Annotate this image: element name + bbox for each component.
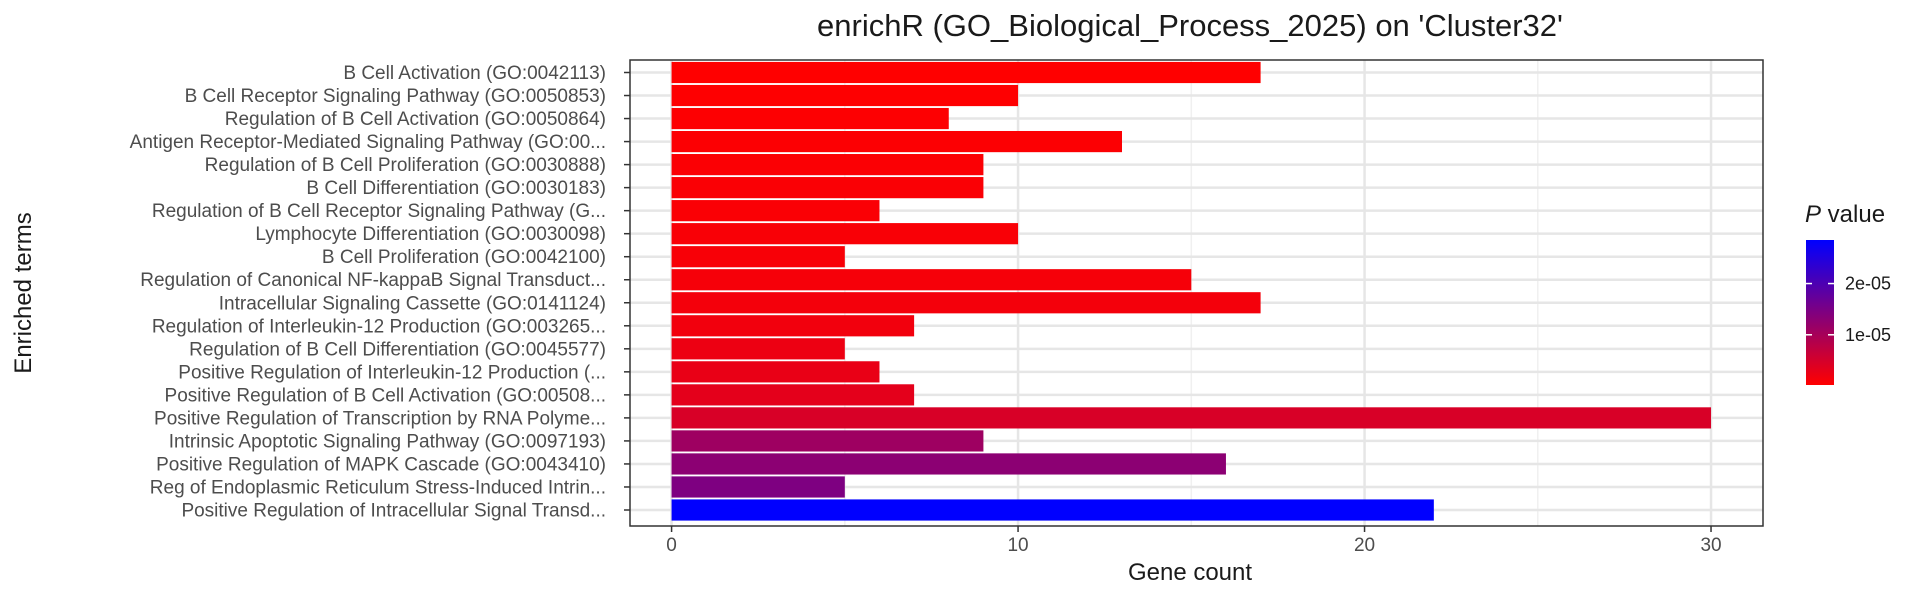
legend-tick-label: 2e-05: [1845, 274, 1891, 294]
bar: [671, 361, 880, 383]
bar: [671, 292, 1261, 314]
x-axis-ticks: 0 10 20 30: [666, 526, 1722, 556]
category-label: Intracellular Signaling Cassette (GO:014…: [219, 293, 606, 314]
category-label: Regulation of B Cell Differentiation (GO…: [189, 339, 606, 360]
category-label: Regulation of B Cell Proliferation (GO:0…: [205, 155, 606, 176]
category-label: Intrinsic Apoptotic Signaling Pathway (G…: [169, 431, 606, 452]
bar: [671, 177, 984, 199]
category-label: Regulation of Interleukin-12 Production …: [152, 316, 606, 337]
bar: [671, 407, 1712, 429]
bar: [671, 246, 845, 268]
category-label: Regulation of Canonical NF-kappaB Signal…: [140, 270, 606, 291]
bar: [671, 269, 1192, 291]
bar: [671, 338, 845, 360]
bar: [671, 84, 1019, 107]
plot-panel-border: [629, 59, 1764, 527]
bar: [671, 130, 1123, 153]
legend-title-italic: P: [1805, 201, 1821, 228]
bar: [671, 107, 949, 130]
chart-title: enrichR (GO_Biological_Process_2025) on …: [817, 8, 1563, 43]
category-label: Lymphocyte Differentiation (GO:0030098): [255, 224, 606, 245]
category-label: Reg of Endoplasmic Reticulum Stress-Indu…: [150, 477, 606, 498]
category-label: Regulation of B Cell Activation (GO:0050…: [225, 109, 606, 130]
x-axis-title: Gene count: [1128, 559, 1252, 586]
legend: P value 1e-05 2e-05: [1805, 201, 1891, 385]
category-label: B Cell Differentiation (GO:0030183): [306, 178, 606, 199]
bar: [671, 200, 880, 222]
y-axis-title: Enriched terms: [10, 212, 37, 373]
bar: [671, 453, 1226, 475]
legend-ticks: 1e-05 2e-05: [1806, 274, 1891, 345]
category-label: Positive Regulation of Interleukin-12 Pr…: [178, 362, 606, 383]
bar: [671, 430, 984, 452]
bar: [671, 384, 915, 406]
legend-tick-label: 1e-05: [1845, 325, 1891, 345]
x-tick-label: 10: [1007, 535, 1028, 556]
category-label: Positive Regulation of MAPK Cascade (GO:…: [156, 454, 606, 475]
x-tick-label: 30: [1700, 535, 1721, 556]
category-label: B Cell Receptor Signaling Pathway (GO:00…: [185, 86, 606, 107]
bar: [671, 223, 1019, 245]
legend-colorbar: [1806, 240, 1834, 385]
category-label: B Cell Proliferation (GO:0042100): [322, 247, 606, 268]
category-label: B Cell Activation (GO:0042113): [343, 63, 606, 84]
bar: [671, 499, 1434, 521]
bars: [671, 61, 1712, 521]
bar: [671, 154, 984, 176]
category-labels: B Cell Activation (GO:0042113)B Cell Rec…: [130, 63, 630, 522]
category-label: Positive Regulation of B Cell Activation…: [165, 385, 606, 406]
category-label: Regulation of B Cell Receptor Signaling …: [152, 201, 606, 222]
x-tick-label: 0: [666, 535, 677, 556]
category-label: Positive Regulation of Transcription by …: [154, 408, 606, 429]
bar: [671, 315, 915, 337]
legend-title-rest: value: [1821, 201, 1885, 228]
x-tick-label: 20: [1354, 535, 1375, 556]
bar: [671, 61, 1261, 84]
category-label: Positive Regulation of Intracellular Sig…: [181, 501, 606, 522]
legend-title: P value: [1805, 201, 1885, 228]
category-label: Antigen Receptor-Mediated Signaling Path…: [130, 132, 606, 153]
bar: [671, 476, 845, 498]
